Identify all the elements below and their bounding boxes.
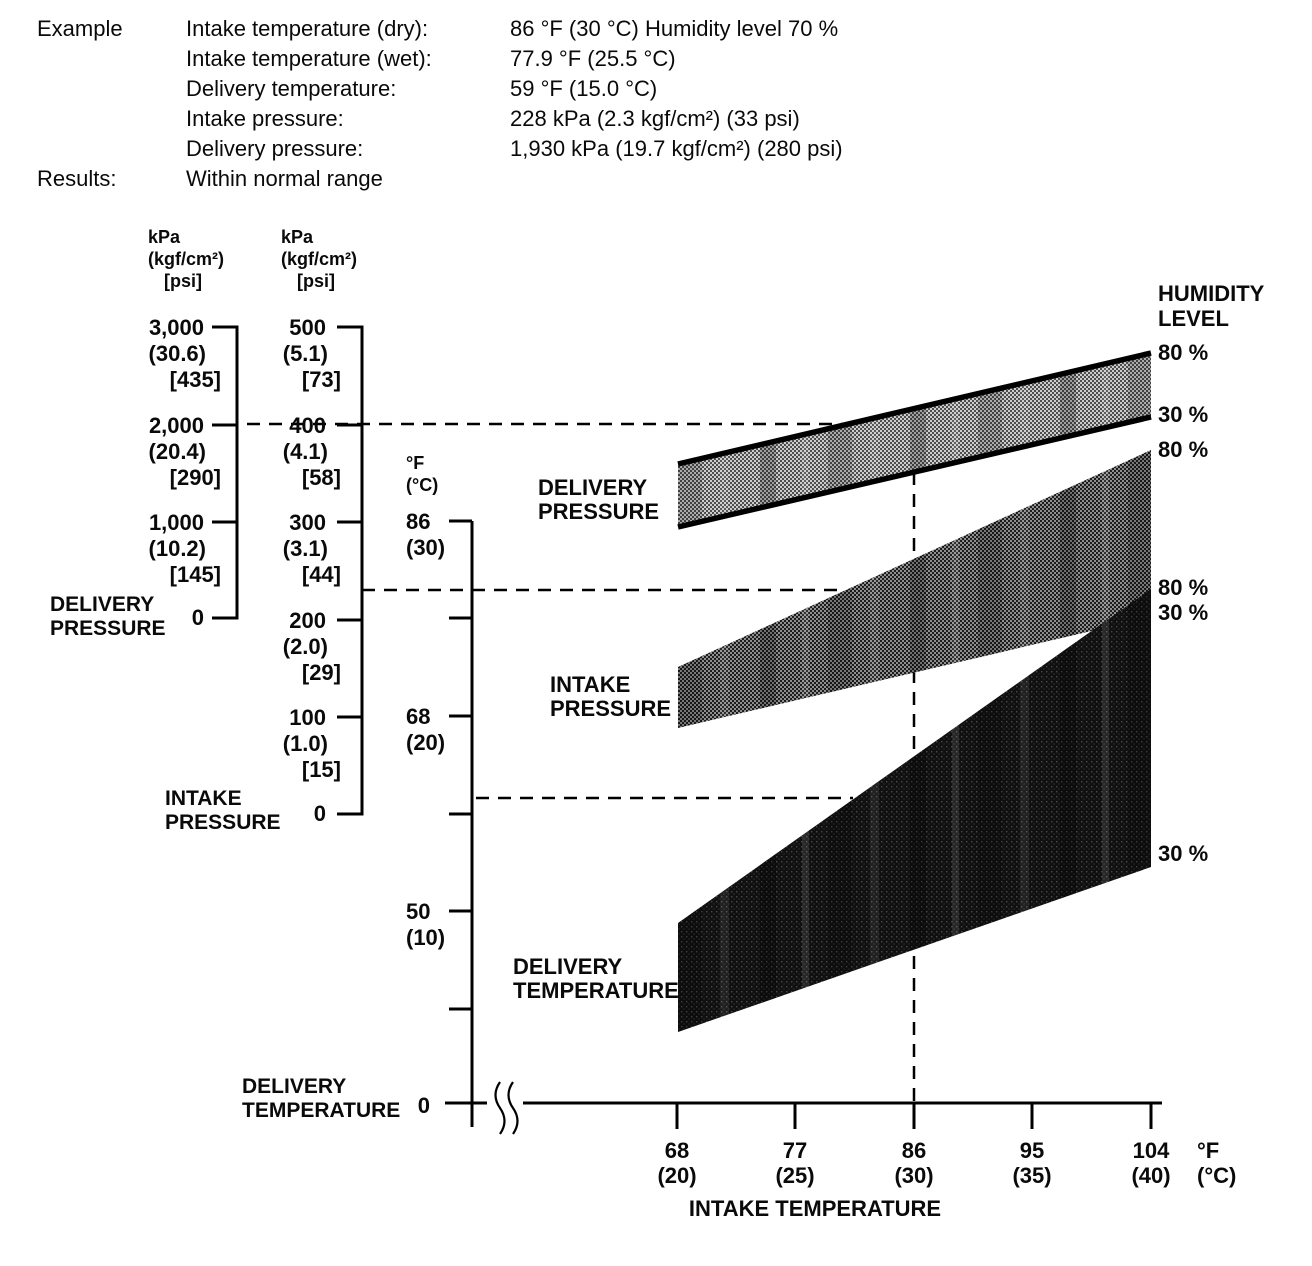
example-row-label: Intake pressure: xyxy=(186,106,344,131)
delivery-pressure-tick-2000: 2,000 (20.4) [290] xyxy=(148,413,221,490)
example-row-value: 86 °F (30 °C) Humidity level 70 % xyxy=(510,16,839,41)
delivery-pressure-scale-label: DELIVERY PRESSURE xyxy=(50,593,166,640)
delivery-pressure-80pct-edge xyxy=(677,350,1152,467)
delivery-pressure-axis xyxy=(212,325,239,620)
humidity-label-dp-30: 30 % xyxy=(1158,402,1209,427)
x-axis-title: INTAKE TEMPERATURE xyxy=(688,1196,942,1221)
humidity-label-dp-80: 80 % xyxy=(1158,340,1209,365)
delivery-temperature-band xyxy=(678,589,1151,1032)
delivery-temperature-unit-header: °F (°C) xyxy=(406,453,439,495)
delivery-temperature-tick-50: 50 (10) xyxy=(406,899,446,950)
intake-pressure-axis xyxy=(337,325,364,816)
humidity-label-ip-80: 80 % xyxy=(1158,437,1209,462)
delivery-pressure-tick-1000: 1,000 (10.2) [145] xyxy=(148,510,221,587)
delivery-pressure-30pct-edge xyxy=(677,414,1152,530)
example-row-label: Intake temperature (dry): xyxy=(186,16,429,41)
delivery-temperature-tick-86: 86 (30) xyxy=(406,509,446,560)
delivery-pressure-tick-0: 0 xyxy=(191,605,204,630)
delivery-pressure-unit-header: kPa (kgf/cm²) [psi] xyxy=(148,227,224,291)
results-label: Results: xyxy=(37,166,117,191)
intake-temperature-axis xyxy=(445,1101,1162,1129)
axis-break-squiggle xyxy=(487,1081,523,1135)
intake-pressure-tick-0: 0 xyxy=(313,801,326,826)
delivery-pressure-band-label: DELIVERY PRESSURE xyxy=(538,475,660,524)
example-row-value: 1,930 kPa (19.7 kgf/cm²) (280 psi) xyxy=(510,136,843,161)
intake-pressure-tick-400: 400 (4.1) [58] xyxy=(282,413,341,490)
example-row-value: 59 °F (15.0 °C) xyxy=(510,76,658,101)
delivery-temperature-tick-68: 68 (20) xyxy=(406,704,446,755)
intake-pressure-tick-200: 200 (2.0) [29] xyxy=(282,608,341,685)
intake-pressure-tick-100: 100 (1.0) [15] xyxy=(282,705,341,782)
intake-pressure-unit-header: kPa (kgf/cm²) [psi] xyxy=(281,227,357,291)
intake-pressure-scale-label: INTAKE PRESSURE xyxy=(165,787,281,834)
intake-pressure-band-label: INTAKE PRESSURE xyxy=(550,672,672,721)
example-row-label: Intake temperature (wet): xyxy=(186,46,432,71)
humidity-label-ip-30: 30 % xyxy=(1158,600,1209,625)
x-axis-unit: °F (°C) xyxy=(1197,1138,1237,1188)
humidity-level-header: HUMIDITY LEVEL xyxy=(1158,281,1265,331)
delivery-temperature-scale-label: DELIVERY TEMPERATURE xyxy=(242,1075,401,1122)
example-row-label: Delivery pressure: xyxy=(186,136,364,161)
x-tick-77: 77 (25) xyxy=(775,1138,815,1188)
humidity-label-dt-30: 30 % xyxy=(1158,841,1209,866)
intake-pressure-tick-500: 500 (5.1) [73] xyxy=(282,315,341,392)
example-row-label: Delivery temperature: xyxy=(186,76,397,101)
x-tick-86: 86 (30) xyxy=(894,1138,934,1188)
intake-pressure-band xyxy=(678,450,1151,728)
results-value: Within normal range xyxy=(186,166,383,191)
intake-pressure-tick-300: 300 (3.1) [44] xyxy=(282,510,341,587)
delivery-temperature-axis xyxy=(449,519,474,1127)
delivery-pressure-tick-3000: 3,000 (30.6) [435] xyxy=(148,315,221,392)
x-tick-104: 104 (40) xyxy=(1131,1138,1171,1188)
delivery-pressure-band xyxy=(677,350,1152,530)
humidity-label-dt-80: 80 % xyxy=(1158,575,1209,600)
example-title: Example xyxy=(37,16,123,41)
delivery-temperature-band-label: DELIVERY TEMPERATURE xyxy=(513,954,679,1003)
delivery-temperature-tick-0: 0 xyxy=(417,1093,430,1118)
example-row-value: 228 kPa (2.3 kgf/cm²) (33 psi) xyxy=(510,106,800,131)
example-row-value: 77.9 °F (25.5 °C) xyxy=(510,46,676,71)
x-tick-68: 68 (20) xyxy=(657,1138,697,1188)
x-tick-95: 95 (35) xyxy=(1012,1138,1052,1188)
